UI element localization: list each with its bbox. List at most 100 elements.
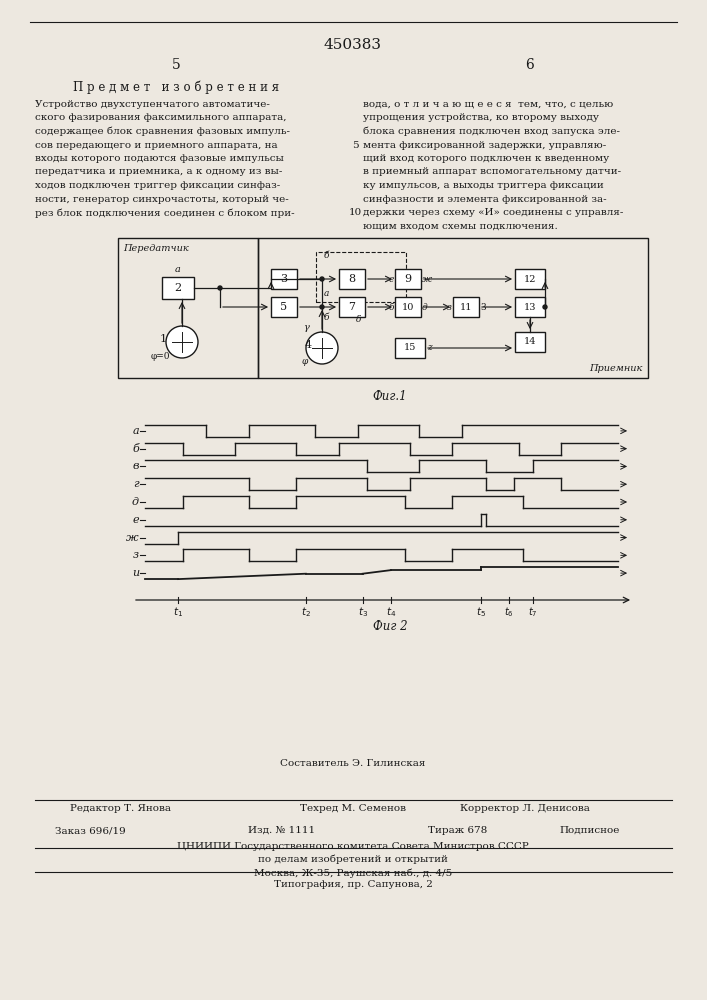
Text: б: б bbox=[323, 251, 329, 260]
Text: рез блок подключения соединен с блоком при-: рез блок подключения соединен с блоком п… bbox=[35, 208, 295, 218]
Text: 3: 3 bbox=[281, 274, 288, 284]
Text: б: б bbox=[323, 314, 329, 322]
Text: з: з bbox=[447, 302, 452, 312]
Bar bbox=[395, 297, 421, 317]
Circle shape bbox=[166, 326, 198, 358]
Text: $t_4$: $t_4$ bbox=[386, 605, 396, 619]
Text: 6: 6 bbox=[525, 58, 534, 72]
Text: а: а bbox=[132, 426, 139, 436]
Text: 13: 13 bbox=[524, 302, 536, 312]
Bar bbox=[515, 269, 545, 289]
Text: φ: φ bbox=[302, 357, 308, 366]
Text: по делам изобретений и открытий: по делам изобретений и открытий bbox=[258, 855, 448, 864]
Text: γ: γ bbox=[303, 323, 309, 332]
Text: Передатчик: Передатчик bbox=[123, 244, 189, 253]
Text: входы которого подаются фазовые импульсы: входы которого подаются фазовые импульсы bbox=[35, 154, 284, 163]
Text: д: д bbox=[132, 497, 139, 507]
Text: Тираж 678: Тираж 678 bbox=[428, 826, 487, 835]
Bar bbox=[339, 297, 365, 317]
Text: блока сравнения подключен вход запуска эле-: блока сравнения подключен вход запуска э… bbox=[363, 127, 620, 136]
Bar bbox=[258, 238, 648, 378]
Text: ющим входом схемы подключения.: ющим входом схемы подключения. bbox=[363, 222, 558, 231]
Text: Фиг.1: Фиг.1 bbox=[373, 390, 407, 403]
Bar bbox=[118, 238, 258, 378]
Text: 9: 9 bbox=[404, 274, 411, 284]
Text: ку импульсов, а выходы триггера фиксации: ку импульсов, а выходы триггера фиксации bbox=[363, 181, 604, 190]
Text: δ: δ bbox=[356, 314, 361, 324]
Text: синфазности и элемента фиксированной за-: синфазности и элемента фиксированной за- bbox=[363, 194, 607, 204]
Circle shape bbox=[320, 277, 324, 281]
Text: а: а bbox=[323, 290, 329, 298]
Text: ского фазирования факсимильного аппарата,: ского фазирования факсимильного аппарата… bbox=[35, 113, 286, 122]
Text: z: z bbox=[427, 344, 432, 353]
Text: держки через схему «И» соединены с управля-: держки через схему «И» соединены с управ… bbox=[363, 208, 624, 217]
Bar bbox=[453, 297, 479, 317]
Text: передатчика и приемника, а к одному из вы-: передатчика и приемника, а к одному из в… bbox=[35, 167, 282, 176]
Text: Подписное: Подписное bbox=[560, 826, 620, 835]
Bar bbox=[515, 332, 545, 352]
Text: 5: 5 bbox=[281, 302, 288, 312]
Text: б: б bbox=[132, 444, 139, 454]
Text: ж: ж bbox=[422, 274, 432, 284]
Text: Редактор Т. Янова: Редактор Т. Янова bbox=[70, 804, 171, 813]
Text: мента фиксированной задержки, управляю-: мента фиксированной задержки, управляю- bbox=[363, 140, 606, 149]
Text: в: в bbox=[132, 461, 139, 471]
Text: $t_5$: $t_5$ bbox=[476, 605, 486, 619]
Text: Составитель Э. Гилинская: Составитель Э. Гилинская bbox=[280, 759, 426, 768]
Text: 8: 8 bbox=[349, 274, 356, 284]
Text: $t_7$: $t_7$ bbox=[528, 605, 537, 619]
Text: 10: 10 bbox=[402, 302, 414, 312]
Text: Изд. № 1111: Изд. № 1111 bbox=[248, 826, 315, 835]
Text: е: е bbox=[389, 274, 394, 284]
Circle shape bbox=[543, 305, 547, 309]
Text: Приемник: Приемник bbox=[590, 364, 643, 373]
Text: вода, о т л и ч а ю щ е е с я  тем, что, с целью: вода, о т л и ч а ю щ е е с я тем, что, … bbox=[363, 100, 613, 109]
Text: щий вход которого подключен к введенному: щий вход которого подключен к введенному bbox=[363, 154, 609, 163]
Text: 15: 15 bbox=[404, 344, 416, 353]
Circle shape bbox=[218, 286, 222, 290]
Text: ж: ж bbox=[127, 533, 139, 543]
Text: 10: 10 bbox=[349, 208, 361, 217]
Circle shape bbox=[320, 305, 324, 309]
Text: П р е д м е т   и з о б р е т е н и я: П р е д м е т и з о б р е т е н и я bbox=[73, 80, 279, 94]
Text: е: е bbox=[132, 515, 139, 525]
Text: Москва, Ж-35, Раушская наб., д. 4/5: Москва, Ж-35, Раушская наб., д. 4/5 bbox=[254, 868, 452, 878]
Circle shape bbox=[306, 332, 338, 364]
Text: Типография, пр. Сапунова, 2: Типография, пр. Сапунова, 2 bbox=[274, 880, 433, 889]
Text: 450383: 450383 bbox=[324, 38, 382, 52]
Text: а: а bbox=[175, 265, 181, 274]
Text: Устройство двухступенчатого автоматиче-: Устройство двухступенчатого автоматиче- bbox=[35, 100, 270, 109]
Text: Заказ 696/19: Заказ 696/19 bbox=[55, 826, 126, 835]
Bar bbox=[162, 277, 194, 299]
Text: б: б bbox=[389, 302, 394, 312]
Bar bbox=[339, 269, 365, 289]
Text: содержащее блок сравнения фазовых импуль-: содержащее блок сравнения фазовых импуль… bbox=[35, 127, 290, 136]
Text: 5: 5 bbox=[172, 58, 180, 72]
Text: φ=0: φ=0 bbox=[151, 352, 170, 361]
Bar bbox=[395, 338, 425, 358]
Text: сов передающего и приемного аппарата, на: сов передающего и приемного аппарата, на bbox=[35, 140, 278, 149]
Text: д: д bbox=[422, 302, 428, 312]
Text: 11: 11 bbox=[460, 302, 472, 312]
Bar bbox=[316, 252, 406, 302]
Text: $t_3$: $t_3$ bbox=[358, 605, 368, 619]
Text: 3: 3 bbox=[480, 302, 486, 312]
Text: г: г bbox=[134, 479, 139, 489]
Bar bbox=[395, 269, 421, 289]
Text: з: з bbox=[133, 550, 139, 560]
Text: $t_1$: $t_1$ bbox=[173, 605, 183, 619]
Text: 14: 14 bbox=[524, 338, 536, 347]
Bar bbox=[271, 297, 297, 317]
Text: $t_6$: $t_6$ bbox=[504, 605, 514, 619]
Text: 2: 2 bbox=[175, 283, 182, 293]
Text: ходов подключен триггер фиксации синфаз-: ходов подключен триггер фиксации синфаз- bbox=[35, 181, 280, 190]
Text: $t_2$: $t_2$ bbox=[301, 605, 311, 619]
Text: 12: 12 bbox=[524, 274, 536, 284]
Text: 4: 4 bbox=[305, 340, 312, 350]
Text: 7: 7 bbox=[349, 302, 356, 312]
Bar bbox=[515, 297, 545, 317]
Text: ЦНИИПИ Государственного комитета Совета Министров СССР: ЦНИИПИ Государственного комитета Совета … bbox=[177, 842, 529, 851]
Text: Корректор Л. Денисова: Корректор Л. Денисова bbox=[460, 804, 590, 813]
Text: Фиг 2: Фиг 2 bbox=[373, 620, 407, 633]
Text: ности, генератор синхрочастоты, который че-: ности, генератор синхрочастоты, который … bbox=[35, 194, 288, 204]
